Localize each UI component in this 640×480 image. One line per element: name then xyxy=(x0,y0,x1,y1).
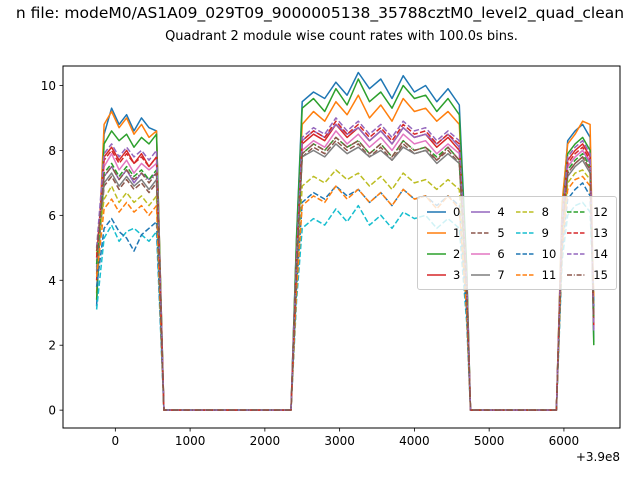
y-tick-label: 8 xyxy=(48,144,56,158)
legend-label: 7 xyxy=(497,267,505,282)
legend-entry-7: 7 xyxy=(470,267,505,282)
axes-title: Quadrant 2 module wise count rates with … xyxy=(165,29,518,44)
x-axis-offset-label: +3.9e8 xyxy=(576,450,620,464)
legend: 0 1 2 3 4 5 6 7 8 9 10 11 12 13 14 15 xyxy=(417,196,617,290)
legend-label: 2 xyxy=(453,246,461,261)
x-tick-label: 1000 xyxy=(175,434,206,448)
legend-line-sample xyxy=(567,210,587,213)
legend-label: 12 xyxy=(593,204,608,219)
figure-suptitle: n file: modeM0/AS1A09_029T09_9000005138_… xyxy=(15,4,625,22)
legend-label: 3 xyxy=(453,267,461,282)
legend-line-sample xyxy=(515,231,535,234)
legend-line-sample xyxy=(427,252,446,255)
legend-line-sample xyxy=(427,231,446,234)
legend-entry-6: 6 xyxy=(470,246,505,261)
y-tick-label: 6 xyxy=(48,209,56,223)
legend-label: 4 xyxy=(497,204,505,219)
y-tick-label: 0 xyxy=(48,404,56,418)
y-axis: 0 2 4 6 8 10 xyxy=(41,79,63,418)
legend-label: 0 xyxy=(453,204,461,219)
legend-label: 11 xyxy=(541,267,557,282)
legend-entry-2: 2 xyxy=(426,247,460,261)
legend-label: 6 xyxy=(497,246,505,261)
series-line-15 xyxy=(95,136,595,411)
x-tick-label: 5000 xyxy=(474,434,505,448)
legend-label: 14 xyxy=(593,246,608,261)
axes-spines xyxy=(62,65,621,429)
legend-entry-15: 15 xyxy=(566,268,608,282)
legend-line-sample xyxy=(471,231,491,234)
legend-line-sample xyxy=(471,252,491,255)
legend-entry-4: 4 xyxy=(470,204,505,219)
x-axis: 0 1000 2000 3000 4000 5000 6000 xyxy=(112,428,580,448)
legend-line-sample xyxy=(515,252,535,255)
legend-label: 5 xyxy=(497,225,505,240)
y-tick-label: 2 xyxy=(48,339,56,353)
x-tick-label: 0 xyxy=(112,434,120,448)
legend-line-sample xyxy=(471,273,491,276)
x-tick-label: 3000 xyxy=(324,434,355,448)
series-line-9 xyxy=(95,201,595,411)
series-lines xyxy=(95,71,595,411)
legend-label: 9 xyxy=(541,225,549,240)
legend-label: 1 xyxy=(453,225,461,240)
legend-line-sample xyxy=(567,252,587,255)
x-tick-label: 2000 xyxy=(250,434,281,448)
legend-entry-11: 11 xyxy=(515,267,557,282)
y-tick-label: 10 xyxy=(41,79,56,93)
legend-entry-10: 10 xyxy=(515,246,557,261)
series-line-13 xyxy=(95,120,595,411)
legend-line-sample xyxy=(567,273,587,276)
legend-entry-1: 1 xyxy=(426,226,460,240)
legend-entry-0: 0 xyxy=(426,205,460,219)
legend-entry-5: 5 xyxy=(470,225,505,240)
legend-label: 15 xyxy=(593,267,608,282)
legend-label: 8 xyxy=(541,204,549,219)
x-tick-label: 4000 xyxy=(399,434,430,448)
legend-line-sample xyxy=(427,273,446,276)
legend-line-sample xyxy=(567,231,587,234)
legend-entry-8: 8 xyxy=(515,205,557,219)
legend-entry-12: 12 xyxy=(566,205,608,219)
legend-line-sample xyxy=(515,210,535,213)
legend-entry-14: 14 xyxy=(566,247,608,261)
legend-entry-13: 13 xyxy=(566,226,608,240)
legend-line-sample xyxy=(427,210,446,213)
legend-entry-3: 3 xyxy=(426,268,460,282)
legend-label: 13 xyxy=(593,225,608,240)
y-tick-label: 4 xyxy=(48,274,56,288)
series-line-14 xyxy=(95,117,595,411)
x-tick-label: 6000 xyxy=(549,434,580,448)
legend-line-sample xyxy=(515,273,535,276)
series-line-11 xyxy=(95,175,595,411)
legend-line-sample xyxy=(471,210,491,213)
legend-label: 10 xyxy=(541,246,557,261)
legend-entry-9: 9 xyxy=(515,226,557,240)
